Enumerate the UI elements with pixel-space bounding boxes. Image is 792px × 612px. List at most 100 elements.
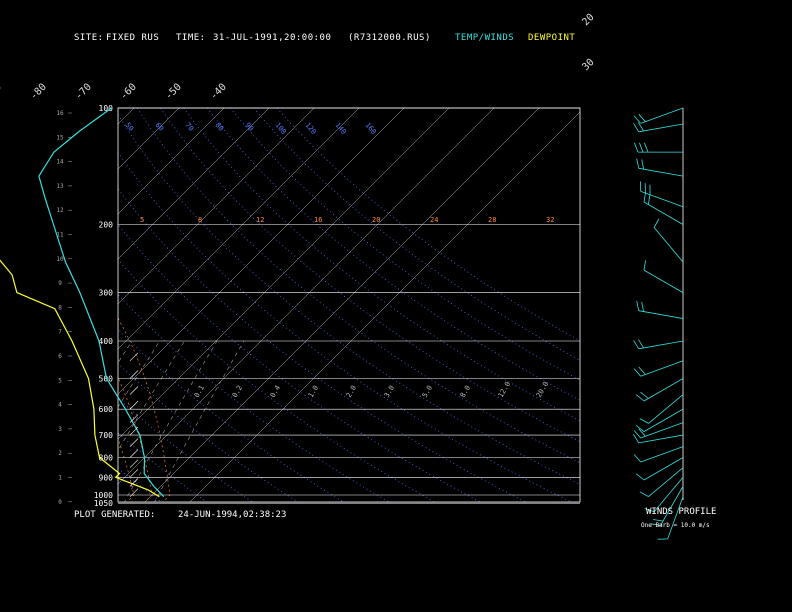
dry-adiabat [118,188,527,502]
wind-barb [653,227,684,263]
dry-adiabat [136,108,580,464]
mixing-ratio-line [0,341,47,503]
wind-barb-flag [650,523,661,526]
wind-barb [643,457,684,481]
time-label: TIME: [176,33,206,43]
wind-barb-flag [633,434,640,444]
height-label: 2 [58,450,62,457]
dry-adiabat [118,328,345,502]
wind-barb [643,378,684,402]
height-label: 10 [56,256,64,263]
mixing-ratio-line [0,341,82,503]
dry-adiabat [118,397,254,502]
wind-barb-flag [633,454,642,463]
wind-barb [638,167,684,177]
wind-barb [638,310,684,319]
file-value: (R7312000.RUS) [348,33,431,43]
isotherm-line [118,108,450,440]
moist-adiabat [118,376,153,502]
wind-barb-flag [653,218,660,228]
wind-barb [638,340,684,350]
wind-barb [660,486,684,526]
legend-temp: TEMP/WINDS [455,33,515,43]
top-temp-label: -60 [118,82,139,103]
height-label: 15 [56,134,64,141]
moist-adiabat [0,225,98,504]
mixing-ratio-label: 1.0 [307,384,320,399]
dry-adiabat [0,108,26,503]
pressure-label: 500 [99,375,114,384]
wind-barb [640,191,684,208]
pressure-label: 800 [99,453,114,462]
wind-barb-flag [633,430,642,439]
top-temp-label: -90 [0,82,4,103]
pressure-label: 200 [99,220,114,229]
wind-barb [638,123,684,133]
wind-barb-flag [636,300,640,311]
moist-adiabat-label: 8 [198,216,202,224]
mixing-ratio-label: 3.0 [383,384,396,399]
wind-barb [640,422,684,439]
dry-adiabat [118,363,299,502]
wind-barb [648,467,684,497]
wind-barb-flag [633,123,640,133]
moist-adiabat-label: 12 [256,216,264,224]
wind-barb-flag [641,159,644,170]
mixing-ratio-label: 0.1 [193,384,206,399]
mixing-ratio-label: 8.0 [459,384,472,399]
height-label: 14 [56,159,64,166]
dry-adiabat [118,258,436,502]
moist-adiabat-label: 5 [140,216,144,224]
dry-adiabat [118,223,481,502]
moist-adiabat [0,225,8,504]
wind-tick [129,449,139,458]
wind-barb-flag [643,192,646,203]
wind-tick [129,386,139,395]
plot-frame [117,107,581,503]
moist-adiabat-label: 20 [372,216,380,224]
winds-profile-note: One Barb = 10.0 m/s [641,522,710,529]
pressure-label: 1050 [94,499,113,508]
wind-barb-flag [644,508,655,513]
wind-tick [129,352,139,362]
wind-barb-flag [636,158,640,169]
wind-barb-flag [639,491,649,497]
isotherm-line [118,108,270,260]
isotherm-line [118,108,180,170]
isotherm-line [0,108,44,503]
top-temp-label: -70 [73,82,94,103]
moist-adiabat-label: 28 [488,216,496,224]
wind-barb [638,434,684,444]
dry-adiabat-label: 100 [273,121,287,136]
pressure-label: 600 [99,405,114,414]
pressure-label: 300 [99,289,114,298]
wind-barb [653,477,684,513]
wind-barb-flag [635,425,645,432]
wind-barb-flag [653,519,664,522]
dry-adiabat-label: 50 [123,121,135,133]
wind-barb-flag [638,339,644,349]
dry-adiabat-label: 80 [213,121,225,133]
wind-tick [129,478,139,487]
wind-barb [640,107,684,124]
dry-adiabat-label: 120 [303,121,317,136]
dry-adiabat-label: 70 [183,121,195,133]
dry-adiabat-label: 160 [363,121,377,136]
mixing-ratio-label: 0.2 [231,384,244,399]
moist-adiabat-label: 16 [314,216,322,224]
dry-adiabat [160,108,580,443]
wind-barb-flag [639,142,644,153]
mixing-ratio-line [118,340,185,452]
mixing-ratio-label: 0.4 [269,384,282,399]
height-label: 12 [56,207,64,214]
wind-tick [129,459,139,468]
moist-adiabat-label: 24 [430,216,438,224]
height-label: 1 [58,475,62,482]
pressure-label: 400 [99,337,114,346]
wind-barb-flag [635,473,645,481]
mixing-ratio-label: 20.0 [535,380,550,399]
wind-barb [640,446,684,463]
top-temp-label: -50 [163,82,184,103]
wind-barb [643,201,684,225]
